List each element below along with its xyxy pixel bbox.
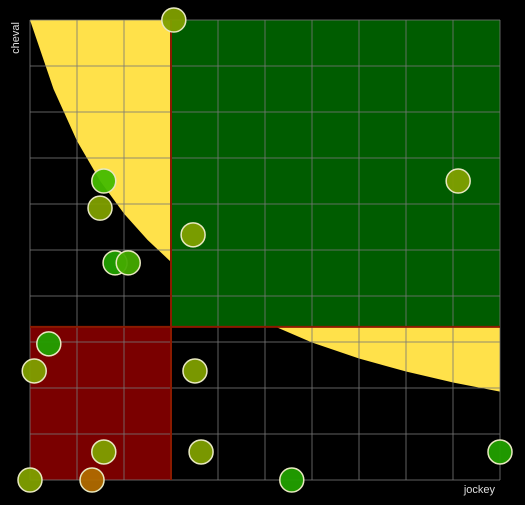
point: [188, 439, 214, 465]
point: [182, 358, 208, 384]
x-axis-label: jockey: [463, 484, 496, 496]
point: [279, 467, 305, 493]
point: [91, 439, 117, 465]
point: [115, 250, 141, 276]
point: [87, 195, 113, 221]
point: [180, 222, 206, 248]
point: [36, 331, 62, 357]
point: [91, 168, 117, 194]
point: [161, 7, 187, 33]
y-axis-label: cheval: [10, 22, 22, 54]
point: [21, 358, 47, 384]
high-quadrant: [171, 20, 500, 327]
point: [445, 168, 471, 194]
point: [17, 467, 43, 493]
point: [79, 467, 105, 493]
point: [487, 439, 513, 465]
